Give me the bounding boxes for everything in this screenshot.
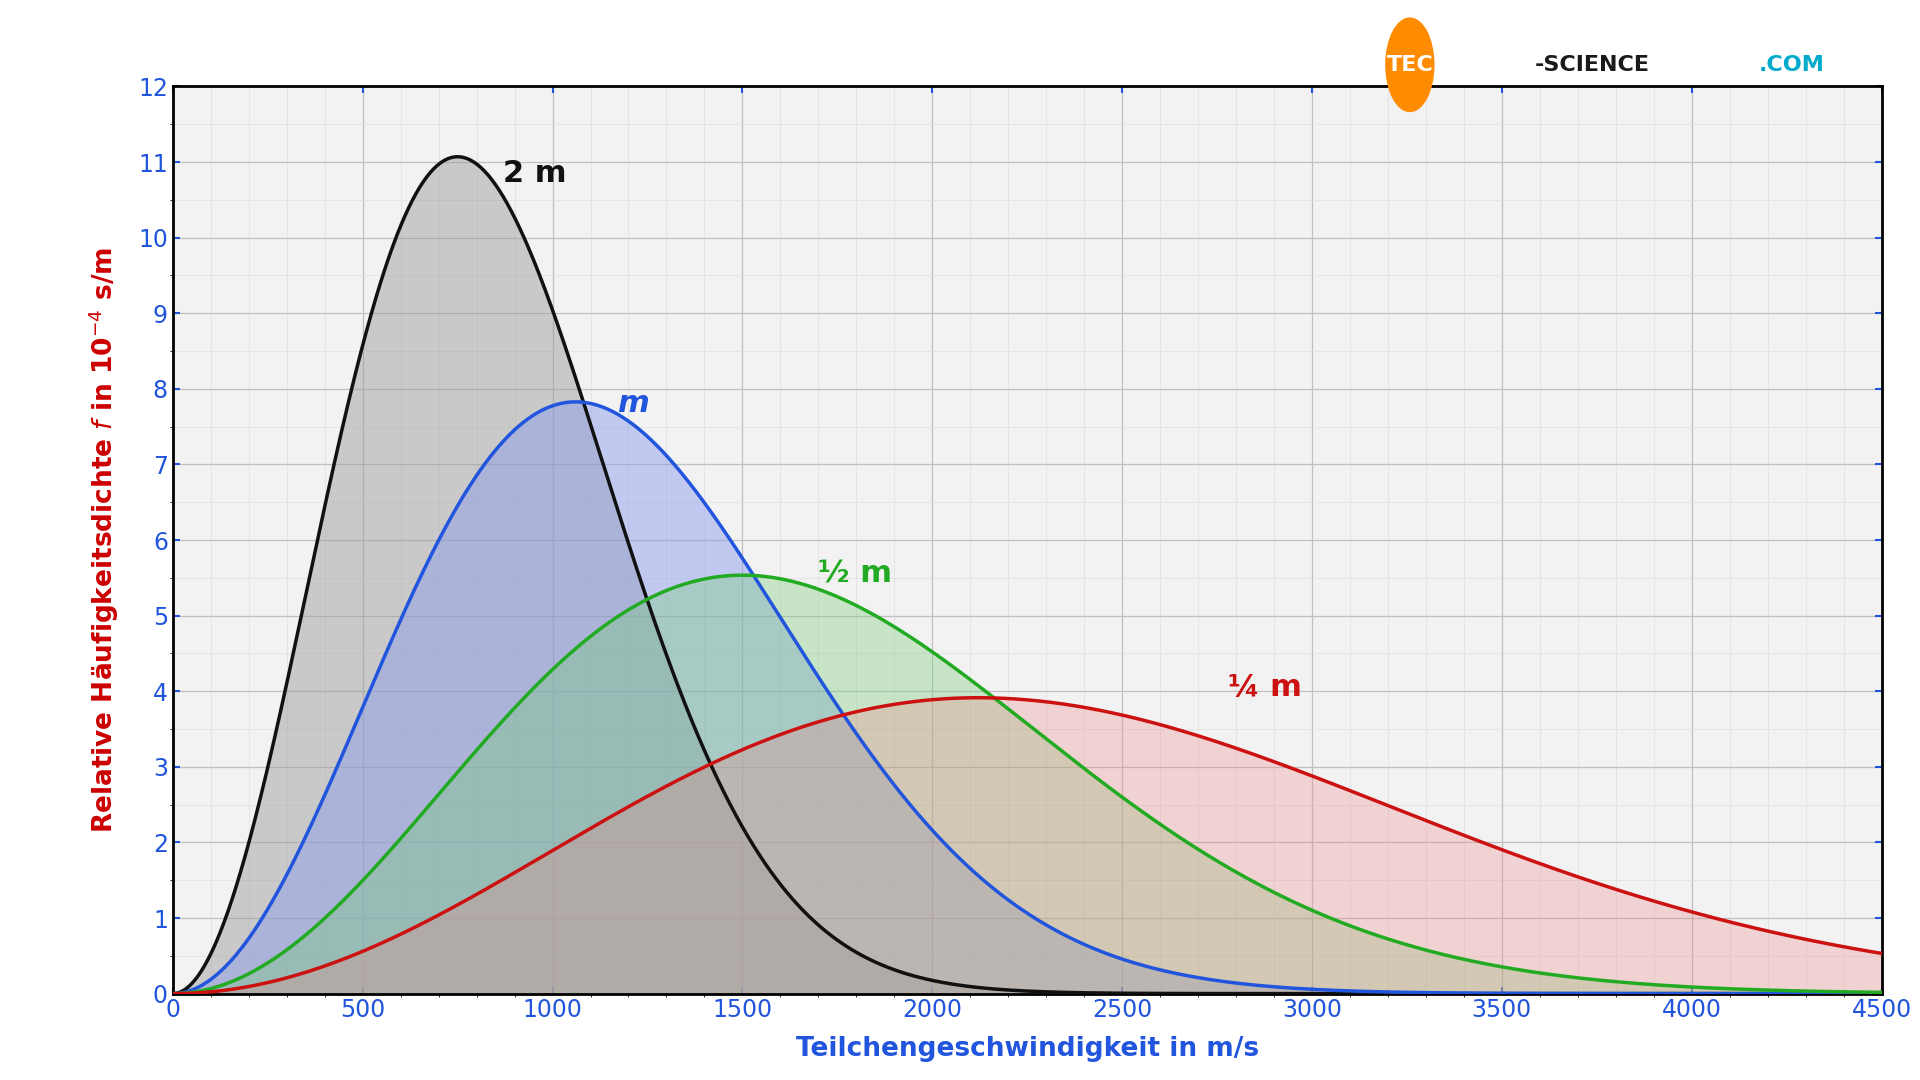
Text: TEC: TEC (1386, 55, 1432, 75)
Text: ½ m: ½ m (818, 559, 893, 589)
Y-axis label: Relative Häufigkeitsdichte $f$ in 10$^{-4}$ s/m: Relative Häufigkeitsdichte $f$ in 10$^{-… (86, 247, 121, 833)
Text: -SCIENCE: -SCIENCE (1534, 55, 1649, 75)
Text: 2 m: 2 m (503, 159, 566, 188)
Text: m: m (616, 390, 649, 418)
Circle shape (1386, 18, 1434, 111)
X-axis label: Teilchengeschwindigkeit in m/s: Teilchengeschwindigkeit in m/s (795, 1037, 1260, 1063)
Text: ¼ m: ¼ m (1229, 673, 1302, 702)
Text: .COM: .COM (1759, 55, 1824, 75)
